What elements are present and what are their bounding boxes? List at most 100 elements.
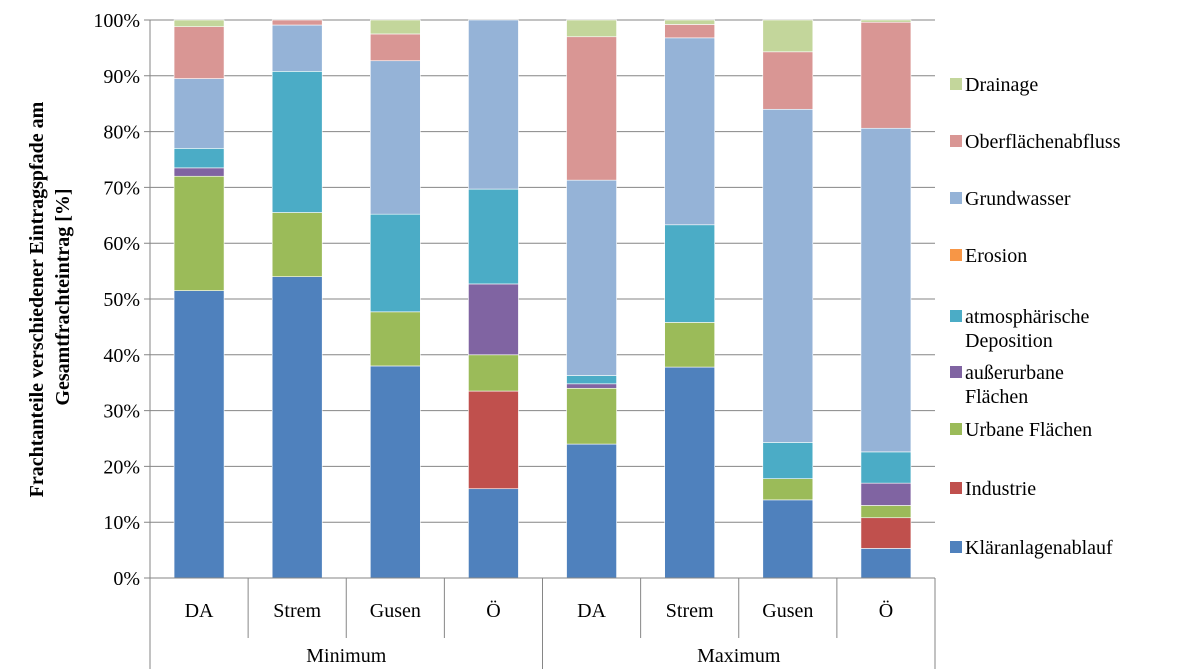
bar-segment [271, 212, 323, 277]
bar-segment [173, 175, 225, 291]
legend-label: Drainage [965, 74, 1038, 96]
bar-segment [566, 383, 617, 389]
bar-segment [271, 19, 323, 26]
legend: Drainage Oberflächenabfluss Grundwasser Ero… [950, 74, 1121, 559]
x-tick-label: Ö [879, 599, 893, 622]
bar-segment [370, 365, 421, 579]
bar-segment [468, 188, 519, 285]
bar-segment [762, 499, 814, 579]
y-tick-label: 40% [103, 345, 140, 367]
y-axis-title-line-2: Gesamtfrachteintrag [%] [52, 188, 74, 405]
legend-swatch [950, 423, 962, 435]
legend-label-line: atmosphärische [965, 306, 1090, 328]
y-axis-ticks: 0% 10% 20% 30% 40% 50% 60% 70% 80% 90% 100% [93, 10, 140, 590]
x-tick-label: Strem [273, 600, 321, 622]
bar-segment [173, 19, 225, 27]
y-tick-label: 70% [103, 177, 140, 199]
bar-segment [370, 19, 421, 35]
legend-label-line: Flächen [965, 386, 1028, 408]
x-tick-label: Gusen [762, 600, 813, 622]
bar-segment [860, 21, 912, 129]
bar-segment [762, 19, 814, 53]
legend-label: Industrie [965, 478, 1036, 500]
bar-segment [370, 60, 421, 215]
bar-segment [566, 387, 617, 445]
bar-segment [271, 71, 323, 213]
bar-segment [566, 179, 617, 376]
y-axis-title: Frachtanteile verschiedener Eintragspfad… [26, 97, 74, 498]
bar-segment [566, 19, 617, 38]
legend-label: außerurbane Flächen [965, 362, 1064, 408]
bar-segment [664, 366, 715, 579]
legend-swatch [950, 249, 962, 261]
x-tick-label: DA [577, 600, 606, 622]
y-tick-label: 50% [103, 289, 140, 311]
x-group-label: Maximum [697, 645, 781, 667]
legend-swatch [950, 192, 962, 204]
y-tick-label: 80% [103, 122, 140, 144]
y-tick-label: 90% [103, 66, 140, 88]
legend-swatch [950, 366, 962, 378]
bar-segment [860, 482, 912, 506]
legend-swatch [950, 135, 962, 147]
bar-segment [860, 505, 912, 519]
legend-swatch [950, 78, 962, 90]
legend-swatch [950, 482, 962, 494]
bar-segment [173, 78, 225, 149]
bar-segment [173, 167, 225, 177]
bar-segment [370, 311, 421, 367]
bar-segment [566, 36, 617, 181]
bar-segment [860, 548, 912, 579]
bar-segment [860, 451, 912, 484]
legend-label: Erosion [965, 245, 1027, 267]
bar-segment [173, 26, 225, 79]
legend-label: atmosphärische Deposition [965, 306, 1090, 352]
gridlines [144, 19, 935, 579]
y-tick-label: 0% [113, 568, 140, 590]
bar-segment [860, 517, 912, 549]
legend-label: Urbane Flächen [965, 419, 1092, 441]
y-tick-label: 10% [103, 512, 140, 534]
bar-segment [468, 283, 519, 356]
x-tick-label: DA [185, 600, 214, 622]
bar-segment [664, 24, 715, 39]
bar-segment [566, 443, 617, 579]
bar-segment [860, 127, 912, 453]
legend-label: Kläranlagenablauf [965, 537, 1113, 559]
bar-segment [468, 19, 519, 190]
bar-segment [370, 213, 421, 313]
bar-segment [762, 478, 814, 501]
bar-segment [173, 148, 225, 169]
y-tick-label: 30% [103, 401, 140, 423]
x-group-label: Minimum [306, 645, 386, 667]
bar-segment [271, 276, 323, 579]
bar-segment [468, 354, 519, 392]
bar-segment [860, 19, 912, 23]
bar-segment [762, 442, 814, 479]
bar-segment [566, 375, 617, 385]
y-tick-label: 20% [103, 456, 140, 478]
bar-segment [370, 33, 421, 62]
bar-segment [762, 51, 814, 110]
legend-swatch [950, 541, 962, 553]
bar-segment [173, 290, 225, 579]
x-tick-label: Ö [486, 599, 500, 622]
legend-label-line: Deposition [965, 330, 1053, 352]
bar-segment [664, 322, 715, 368]
y-tick-label: 100% [93, 10, 140, 32]
x-axis: DA Strem Gusen Ö DA Strem Gusen Ö Minimum Maximum [149, 577, 936, 669]
legend-label: Oberflächenabfluss [965, 131, 1121, 153]
bar-segment [762, 108, 814, 443]
bars [173, 19, 912, 579]
y-tick-label: 60% [103, 233, 140, 255]
bar-segment [271, 24, 323, 72]
bar-segment [664, 37, 715, 226]
bar-segment [468, 390, 519, 490]
legend-swatch [950, 310, 962, 322]
bar-segment [468, 488, 519, 579]
bar-segment [664, 224, 715, 323]
legend-label: Grundwasser [965, 188, 1071, 210]
legend-label-line: außerurbane [965, 362, 1064, 384]
x-tick-label: Strem [666, 600, 714, 622]
